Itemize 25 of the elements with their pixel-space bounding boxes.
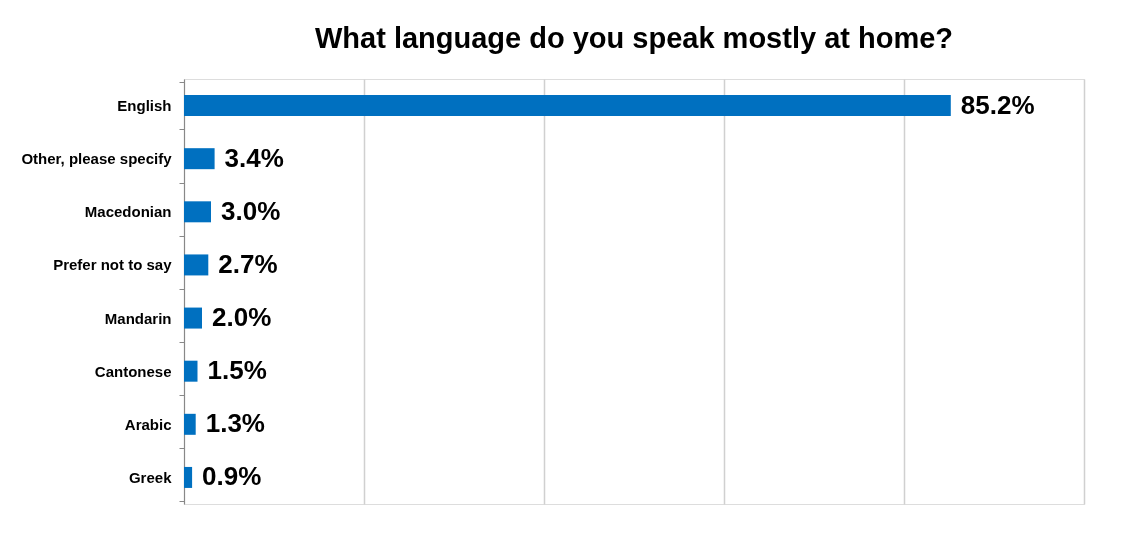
y-tick-label: Other, please specify <box>21 150 173 168</box>
bar <box>184 466 193 488</box>
data-label: 1.5% <box>207 355 267 386</box>
y-tick-label: Macedonian <box>84 203 172 221</box>
y-tick-label: Arabic <box>124 415 172 433</box>
bar <box>184 201 211 223</box>
y-tick-label: Greek <box>128 468 173 486</box>
bar <box>184 148 215 170</box>
data-label: 1.3% <box>205 408 265 439</box>
bar <box>184 413 196 435</box>
y-tick-label: Cantonese <box>94 362 172 380</box>
data-label: 3.0% <box>221 195 281 226</box>
bar <box>184 307 202 329</box>
data-label: 85.2% <box>960 89 1035 120</box>
chart-title: What language do you speak mostly at home? <box>314 22 954 54</box>
y-tick-label: English <box>117 97 172 115</box>
bar <box>184 254 209 276</box>
data-label: 0.9% <box>202 461 262 492</box>
bar <box>184 360 198 382</box>
bar <box>184 95 951 117</box>
y-tick-label: Mandarin <box>104 309 172 327</box>
y-tick-label: Prefer not to say <box>53 256 173 274</box>
data-label: 3.4% <box>224 142 284 173</box>
data-label: 2.7% <box>218 248 278 279</box>
data-label: 2.0% <box>212 302 272 333</box>
